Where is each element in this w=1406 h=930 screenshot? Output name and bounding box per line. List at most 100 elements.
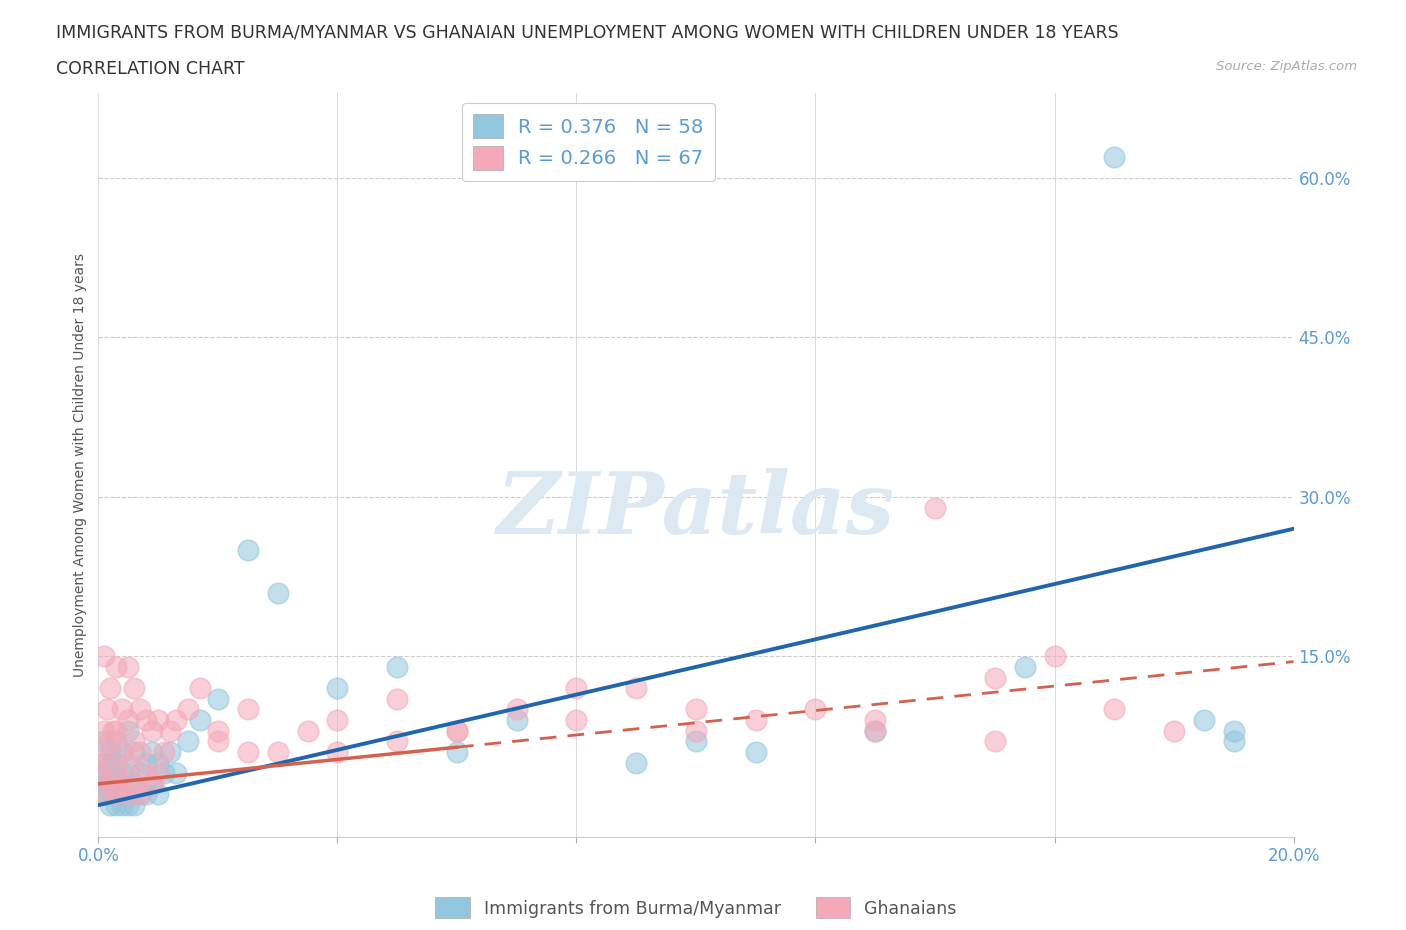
Point xyxy=(267,745,290,760)
Point xyxy=(124,798,146,813)
Point xyxy=(117,659,139,674)
Point xyxy=(135,787,157,802)
Point xyxy=(89,765,111,780)
Point xyxy=(96,787,118,802)
Point xyxy=(117,798,139,813)
Point xyxy=(111,745,134,760)
Point xyxy=(98,745,122,760)
Point xyxy=(98,734,122,749)
Point xyxy=(1014,659,1036,674)
Point xyxy=(129,787,152,802)
Point xyxy=(105,724,128,738)
Point xyxy=(385,659,409,674)
Point xyxy=(984,671,1007,685)
Point xyxy=(626,681,648,696)
Point xyxy=(685,734,707,749)
Point xyxy=(105,755,128,770)
Point xyxy=(141,777,163,791)
Point xyxy=(96,765,118,780)
Point xyxy=(984,734,1007,749)
Point xyxy=(124,745,146,760)
Point xyxy=(865,724,887,738)
Point xyxy=(98,755,122,770)
Point xyxy=(207,691,229,706)
Point xyxy=(93,755,115,770)
Point xyxy=(148,765,170,780)
Point xyxy=(93,649,115,664)
Point xyxy=(865,712,887,727)
Point xyxy=(446,724,468,738)
Point xyxy=(236,702,259,717)
Point xyxy=(1192,712,1215,727)
Point xyxy=(804,702,827,717)
Point xyxy=(105,765,128,780)
Point xyxy=(111,798,134,813)
Point xyxy=(93,755,115,770)
Point xyxy=(98,777,122,791)
Point xyxy=(105,777,128,791)
Point xyxy=(207,724,229,738)
Point xyxy=(1223,734,1246,749)
Point xyxy=(93,765,115,780)
Point xyxy=(98,798,122,813)
Point xyxy=(924,500,946,515)
Point xyxy=(91,777,114,791)
Point xyxy=(865,724,887,738)
Point xyxy=(98,681,122,696)
Point xyxy=(385,734,409,749)
Point xyxy=(135,765,157,780)
Y-axis label: Unemployment Among Women with Children Under 18 years: Unemployment Among Women with Children U… xyxy=(73,253,87,677)
Point xyxy=(297,724,319,738)
Point xyxy=(685,724,707,738)
Point xyxy=(93,787,115,802)
Point xyxy=(141,724,163,738)
Point xyxy=(141,745,163,760)
Point xyxy=(326,712,349,727)
Point xyxy=(111,787,134,802)
Point xyxy=(1104,150,1126,165)
Point xyxy=(98,777,122,791)
Point xyxy=(111,702,134,717)
Point xyxy=(326,745,349,760)
Point xyxy=(124,681,146,696)
Point xyxy=(153,765,176,780)
Point xyxy=(326,681,349,696)
Point xyxy=(117,724,139,738)
Point xyxy=(148,712,170,727)
Point xyxy=(93,724,115,738)
Point xyxy=(105,798,128,813)
Point xyxy=(165,765,187,780)
Point xyxy=(446,745,468,760)
Point xyxy=(236,542,259,557)
Point xyxy=(267,585,290,600)
Point xyxy=(103,724,125,738)
Point xyxy=(745,745,768,760)
Point xyxy=(111,777,134,791)
Point xyxy=(177,702,200,717)
Point xyxy=(129,787,152,802)
Point xyxy=(105,734,128,749)
Point xyxy=(105,659,128,674)
Point xyxy=(117,787,139,802)
Point xyxy=(188,681,211,696)
Point xyxy=(117,712,139,727)
Point xyxy=(506,702,529,717)
Point xyxy=(129,745,152,760)
Point xyxy=(117,787,139,802)
Point xyxy=(111,745,134,760)
Point xyxy=(159,745,181,760)
Point xyxy=(1163,724,1185,738)
Point xyxy=(506,712,529,727)
Point xyxy=(117,765,139,780)
Point xyxy=(1223,724,1246,738)
Point xyxy=(93,734,115,749)
Point xyxy=(129,702,152,717)
Point xyxy=(685,702,707,717)
Point xyxy=(124,777,146,791)
Text: IMMIGRANTS FROM BURMA/MYANMAR VS GHANAIAN UNEMPLOYMENT AMONG WOMEN WITH CHILDREN: IMMIGRANTS FROM BURMA/MYANMAR VS GHANAIA… xyxy=(56,23,1119,41)
Point xyxy=(1104,702,1126,717)
Point xyxy=(745,712,768,727)
Point xyxy=(626,755,648,770)
Point xyxy=(148,755,170,770)
Point xyxy=(446,724,468,738)
